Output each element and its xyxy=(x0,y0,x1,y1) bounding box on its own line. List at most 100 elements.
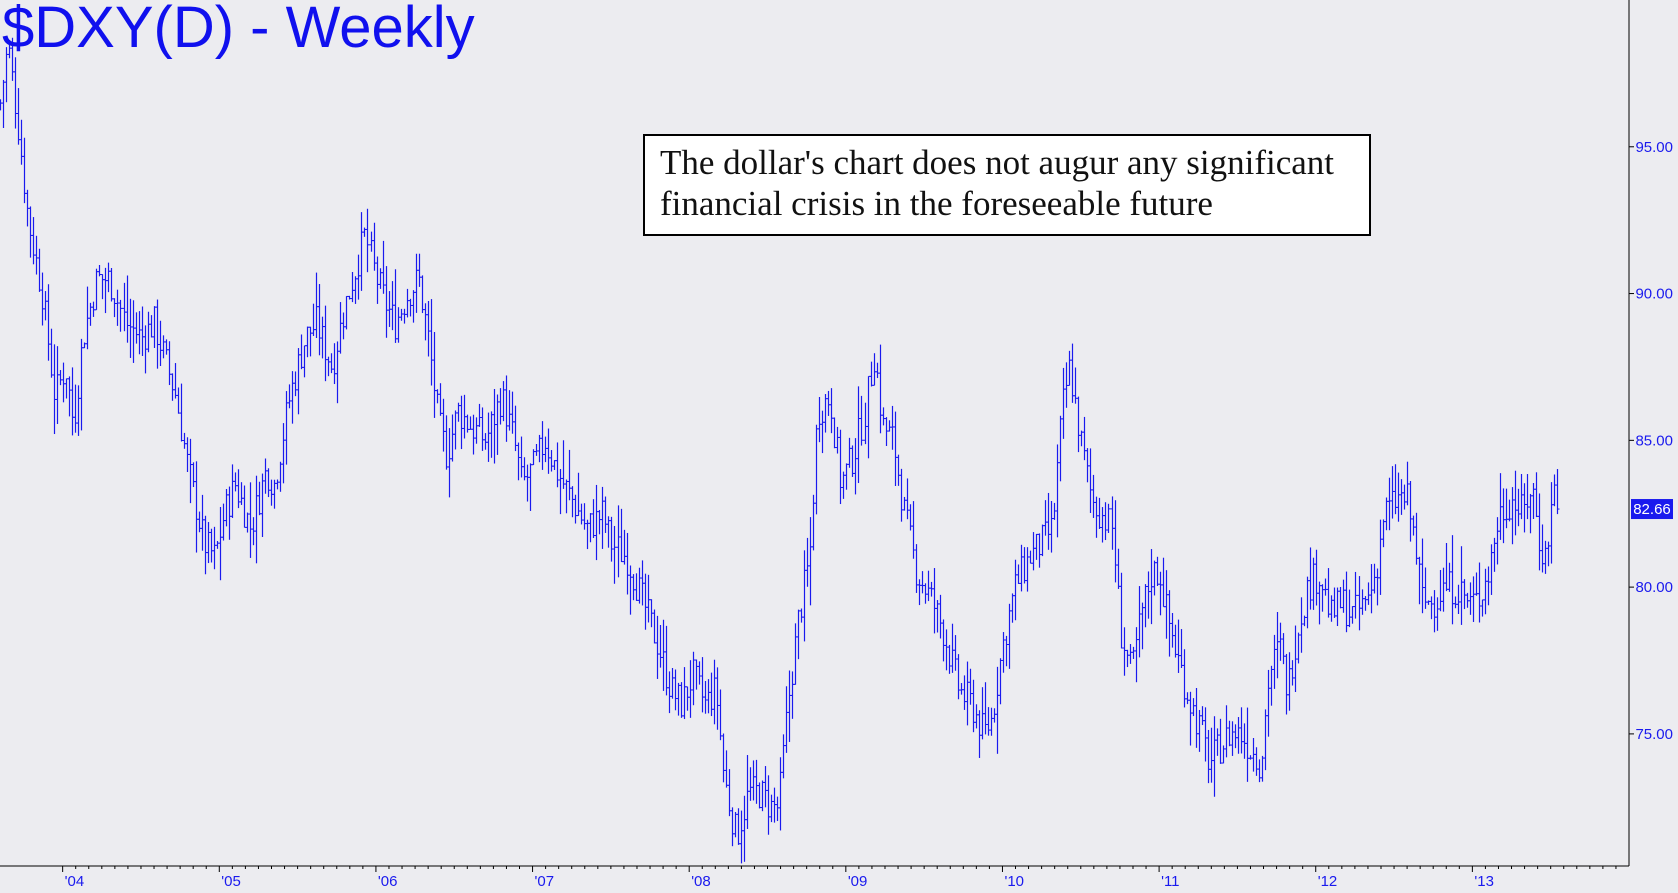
ohlc-bar xyxy=(122,282,127,332)
ohlc-bar xyxy=(1363,596,1368,611)
ohlc-bar xyxy=(1483,568,1488,615)
x-axis-ticks: '04 '05 '06 '07 '08 '09 '10 '11 '12 '13 xyxy=(62,866,1617,890)
ohlc-bar xyxy=(1549,482,1554,564)
ohlc-bar xyxy=(856,386,861,484)
ohlc-bar xyxy=(212,526,217,570)
x-tick-label: '11 xyxy=(1161,873,1179,890)
ohlc-bar xyxy=(820,410,825,454)
ohlc-bar xyxy=(296,348,301,415)
ohlc-bar xyxy=(1079,430,1084,447)
ohlc-bar xyxy=(1146,571,1151,619)
ohlc-bar xyxy=(429,299,434,386)
ohlc-bar xyxy=(1028,550,1033,564)
ohlc-bar xyxy=(661,619,666,691)
ohlc-bar xyxy=(965,661,970,726)
ohlc-bar xyxy=(402,308,407,324)
ohlc-bar xyxy=(1097,497,1102,529)
ohlc-bar xyxy=(91,301,96,317)
ohlc-bar xyxy=(106,262,111,293)
ohlc-bar xyxy=(1513,470,1518,536)
ohlc-bar xyxy=(70,367,75,436)
ohlc-bar xyxy=(112,298,117,318)
ohlc-bar xyxy=(950,623,955,673)
ohlc-bar xyxy=(573,494,578,524)
ohlc-bar xyxy=(1296,632,1301,664)
ohlc-bar xyxy=(1507,499,1512,522)
ohlc-bar xyxy=(1070,343,1075,403)
ohlc-bar xyxy=(1299,597,1304,653)
ohlc-bar xyxy=(191,462,196,488)
ohlc-bar xyxy=(350,271,355,303)
ohlc-bar xyxy=(79,338,84,431)
ohlc-bar xyxy=(1329,595,1334,622)
ohlc-bar xyxy=(941,619,946,662)
ohlc-bar xyxy=(992,708,997,723)
ohlc-bar xyxy=(444,415,449,470)
x-tick-label: '10 xyxy=(1004,873,1024,890)
ohlc-bar xyxy=(664,625,669,696)
ohlc-bar xyxy=(320,316,325,359)
ohlc-bar xyxy=(275,479,280,490)
ohlc-bar xyxy=(1215,728,1220,756)
ohlc-bar xyxy=(1347,589,1352,628)
ohlc-bar xyxy=(938,594,943,639)
ohlc-bar xyxy=(1344,571,1349,633)
ohlc-bar xyxy=(125,275,130,343)
ohlc-bar xyxy=(365,208,370,273)
ohlc-bar xyxy=(134,312,139,344)
ohlc-bar xyxy=(537,434,542,463)
ohlc-bar xyxy=(1372,563,1377,594)
ohlc-bar xyxy=(489,411,494,458)
ohlc-bar xyxy=(1486,566,1491,606)
ohlc-bar xyxy=(284,391,289,465)
ohlc-bar xyxy=(344,295,349,330)
ohlc-bar xyxy=(697,661,702,685)
ohlc-bar xyxy=(486,412,491,462)
ohlc-bar xyxy=(1031,532,1036,571)
ohlc-bar xyxy=(1110,496,1115,550)
ohlc-bar xyxy=(643,573,648,630)
ohlc-bar xyxy=(453,410,458,450)
ohlc-bar xyxy=(983,682,988,735)
ohlc-bar xyxy=(513,405,518,452)
ohlc-bar xyxy=(468,416,473,430)
ohlc-bar xyxy=(1164,570,1169,639)
ohlc-bar xyxy=(628,565,633,615)
ohlc-bar xyxy=(1010,593,1015,623)
ohlc-bar xyxy=(311,303,316,336)
ohlc-bar xyxy=(1152,560,1157,596)
ohlc-bar xyxy=(1480,599,1485,617)
ohlc-bar xyxy=(835,426,840,454)
ohlc-bar xyxy=(260,473,265,538)
ohlc-bar xyxy=(673,669,678,711)
ohlc-bar xyxy=(341,312,346,340)
ohlc-bar xyxy=(688,660,693,718)
ohlc-bar xyxy=(1408,480,1413,542)
ohlc-bar xyxy=(1200,706,1205,726)
ohlc-bar xyxy=(1474,572,1479,596)
ohlc-bar xyxy=(1353,571,1358,619)
x-tick-label: '06 xyxy=(378,873,398,890)
ohlc-bar xyxy=(1161,557,1166,608)
ohlc-bar xyxy=(1378,519,1383,595)
x-tick-label: '09 xyxy=(848,873,868,890)
ohlc-bar xyxy=(1459,546,1464,625)
ohlc-bar xyxy=(194,461,199,553)
ohlc-bar xyxy=(724,750,729,788)
ohlc-bar xyxy=(146,311,151,353)
ohlc-bar xyxy=(411,290,416,323)
ohlc-bar xyxy=(1314,549,1319,606)
ohlc-bar xyxy=(1046,492,1051,550)
ohlc-bar xyxy=(1106,503,1111,533)
ohlc-bar xyxy=(100,274,105,300)
ohlc-bar xyxy=(1034,533,1039,560)
ohlc-bar xyxy=(64,378,69,399)
ohlc-bar xyxy=(1531,482,1536,519)
annotation-box: The dollar's chart does not augur any si… xyxy=(643,134,1371,236)
ohlc-bar xyxy=(1,79,6,129)
ohlc-bar xyxy=(1212,716,1217,797)
ohlc-bar xyxy=(1245,707,1250,782)
ohlc-bar xyxy=(438,383,443,416)
ohlc-bar xyxy=(700,657,705,713)
ohlc-bar xyxy=(1278,622,1283,661)
